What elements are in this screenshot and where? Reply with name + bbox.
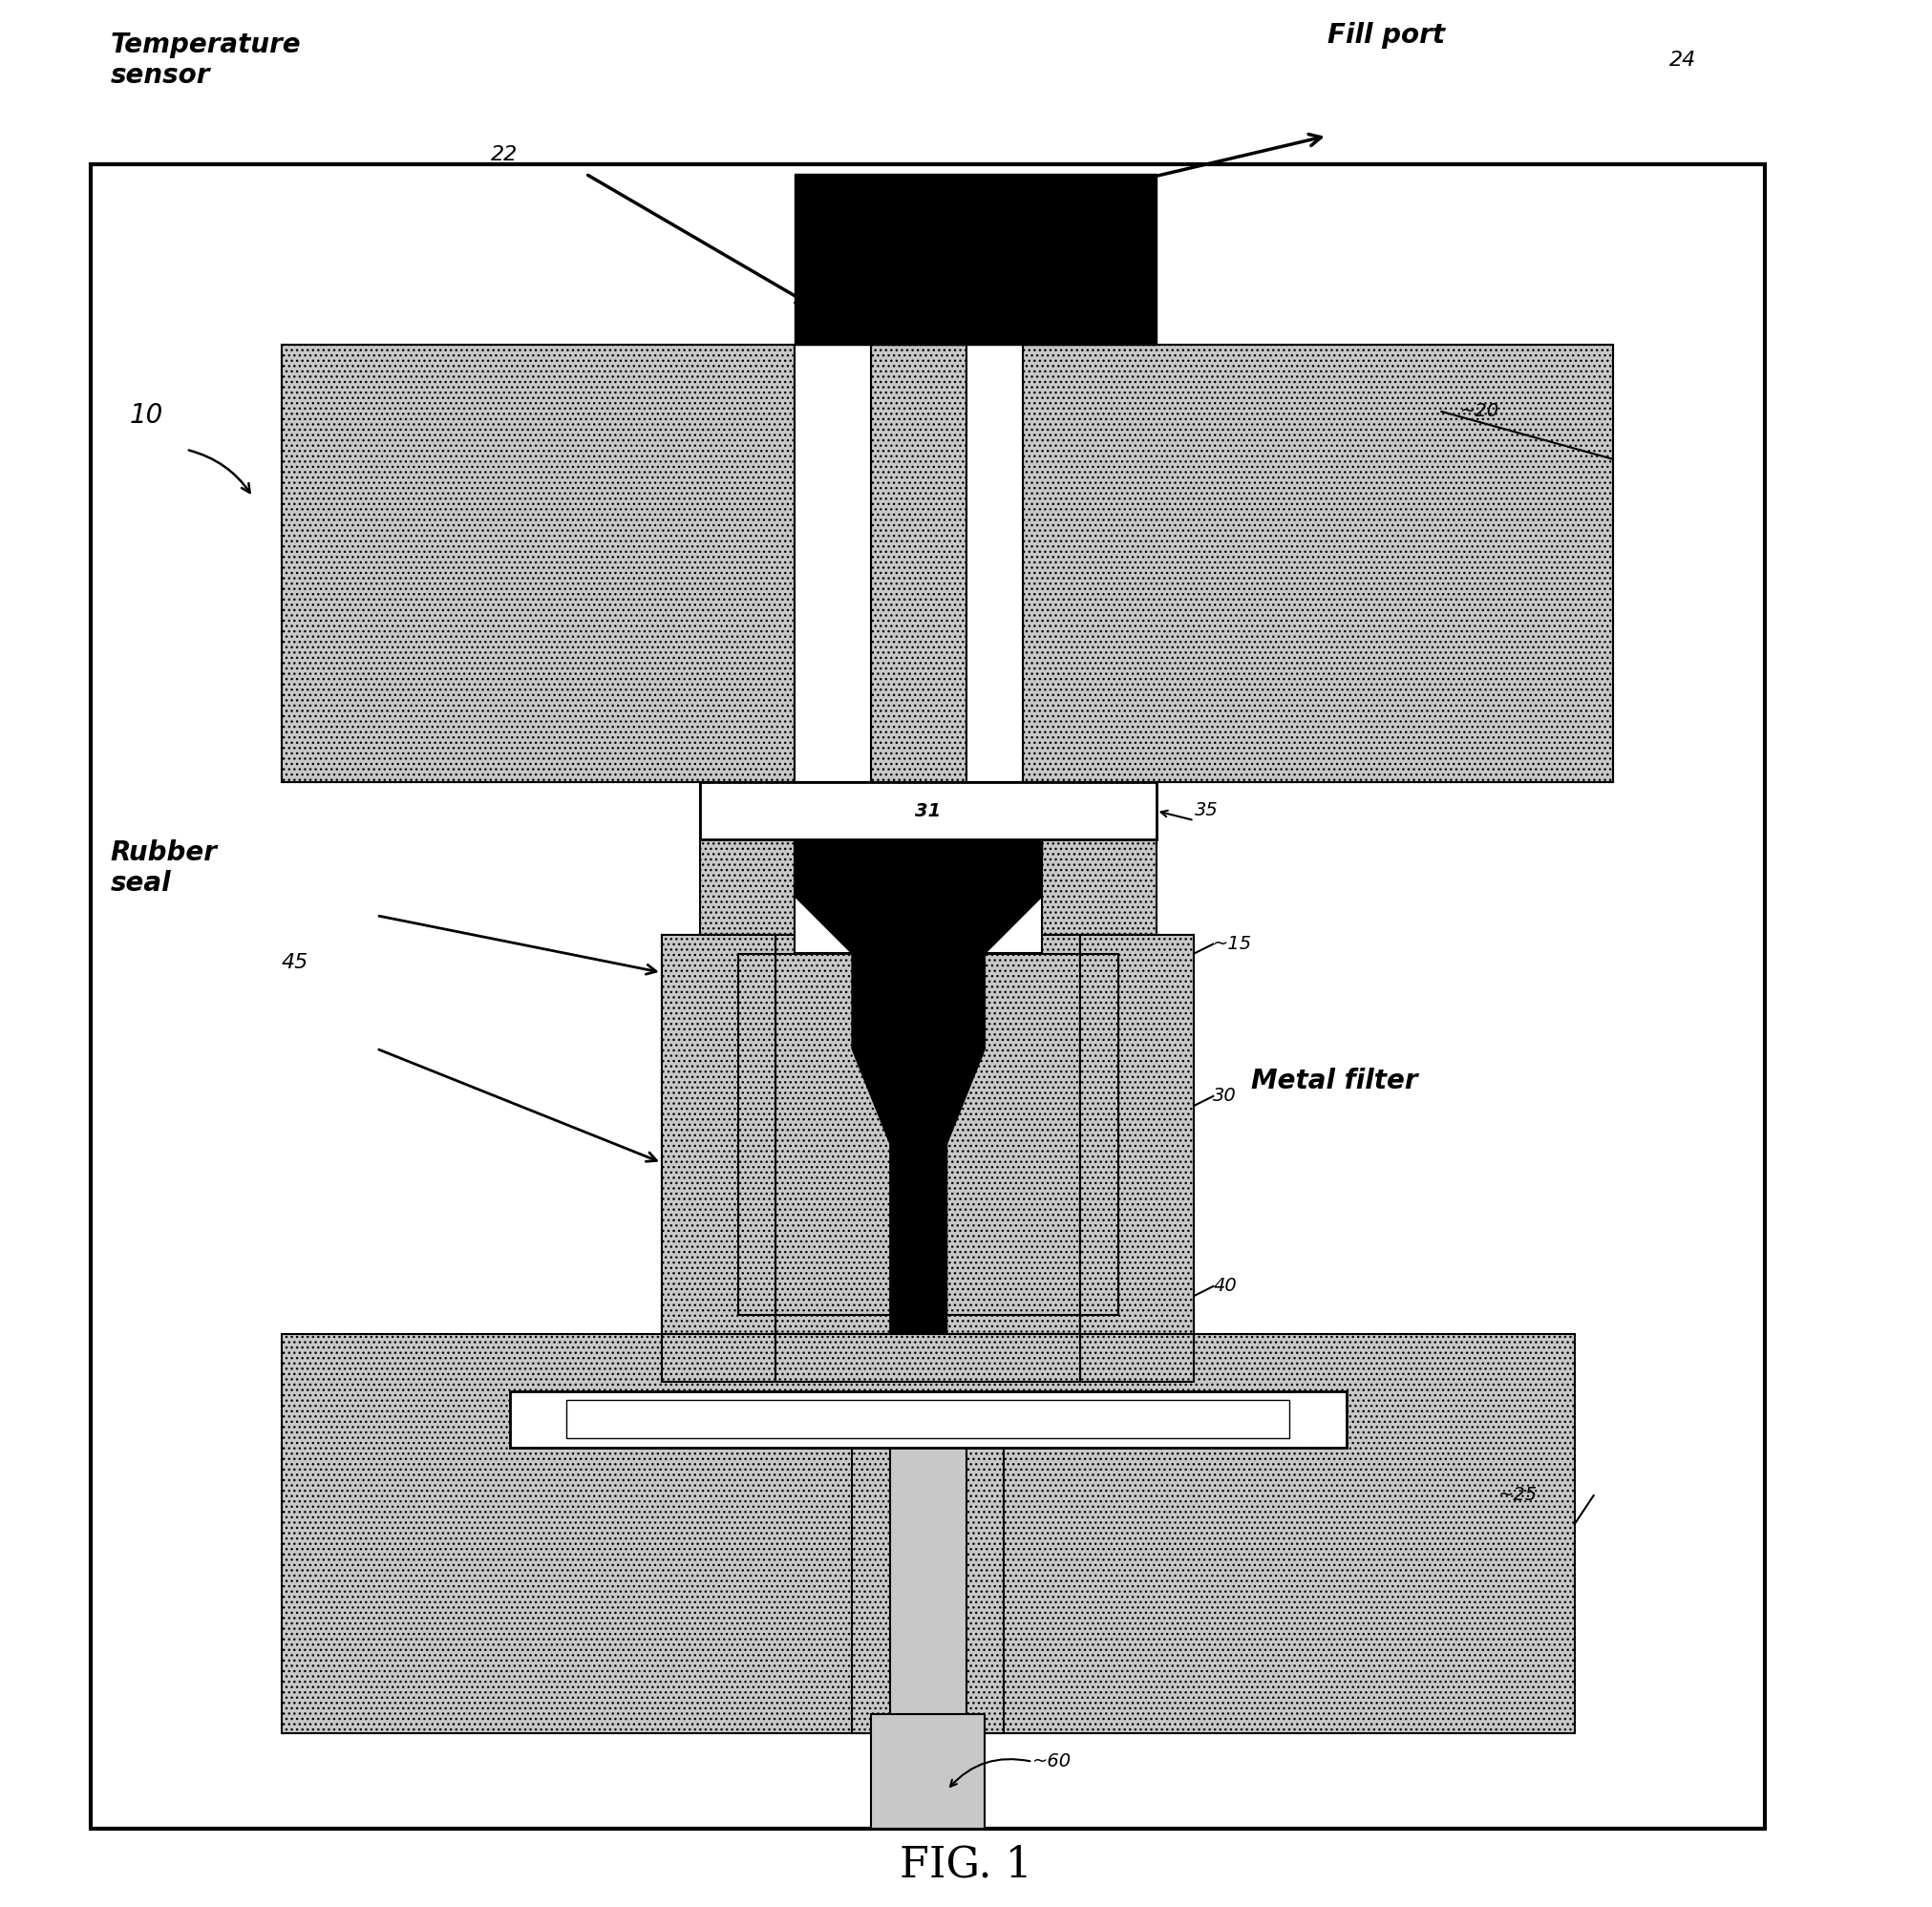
Bar (891, 1428, 966, 1829)
Text: Temperature
sensor: Temperature sensor (110, 31, 301, 90)
Bar (661, 934, 777, 1333)
Bar (966, 307, 1024, 782)
Bar (699, 782, 794, 954)
Text: ~15: ~15 (1213, 934, 1252, 954)
Bar (794, 782, 1041, 858)
Bar (738, 954, 1119, 1314)
Text: Core: Core (902, 1213, 933, 1226)
Bar (91, 164, 1764, 1829)
Bar (777, 934, 1080, 1333)
Text: 45: 45 (282, 954, 309, 973)
Text: Fill port: Fill port (1327, 21, 1445, 48)
Text: 22: 22 (491, 145, 518, 164)
Bar (282, 345, 1613, 782)
Text: Rubber
seal: Rubber seal (110, 839, 216, 896)
Text: ~20: ~20 (1461, 402, 1499, 420)
Bar (966, 307, 1024, 782)
Text: ~60: ~60 (1032, 1753, 1072, 1770)
Bar (794, 174, 1155, 345)
Text: 40: 40 (1213, 1278, 1236, 1295)
Text: 30: 30 (1213, 1087, 1236, 1104)
Text: 31: 31 (916, 801, 941, 820)
Bar (777, 1333, 1080, 1381)
Bar (699, 782, 1155, 839)
Text: 24: 24 (1669, 50, 1696, 69)
Text: Metal filter: Metal filter (1252, 1068, 1418, 1095)
Bar (510, 1390, 1347, 1447)
Polygon shape (794, 858, 1041, 973)
Bar (794, 345, 871, 782)
Bar (661, 1304, 777, 1381)
Bar (1080, 934, 1194, 1333)
Text: FIG. 1: FIG. 1 (900, 1844, 1032, 1886)
Bar (661, 934, 1194, 1333)
Bar (794, 782, 1041, 954)
Bar (566, 1400, 1289, 1438)
Text: 35: 35 (1194, 801, 1217, 820)
Bar (282, 1333, 1575, 1733)
Bar (852, 1447, 1005, 1733)
Bar (794, 345, 871, 782)
Text: ~27: ~27 (995, 212, 1034, 231)
Bar (1041, 782, 1155, 954)
Bar (1080, 1304, 1194, 1381)
Text: 10: 10 (129, 402, 162, 429)
Bar (871, 1714, 985, 1829)
Polygon shape (852, 973, 985, 1333)
Bar (1024, 345, 1613, 782)
Text: ~25: ~25 (1499, 1486, 1538, 1505)
Bar (282, 345, 794, 782)
